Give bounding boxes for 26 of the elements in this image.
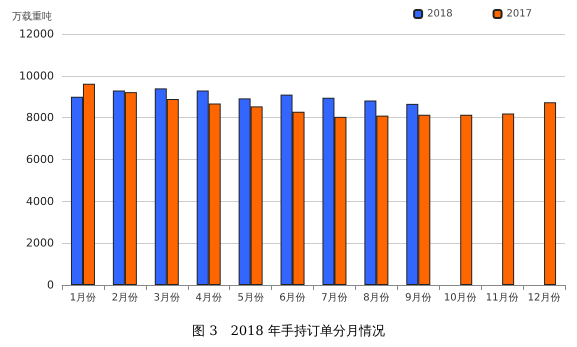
- bar: [544, 102, 556, 285]
- caption: 图 3 2018 年手持订单分月情况: [192, 324, 385, 339]
- x-tick-label: 12月份: [528, 292, 560, 304]
- bar: [502, 113, 514, 285]
- legend-label: 2018: [427, 8, 453, 20]
- y-tick-label: 8000: [26, 111, 54, 124]
- x-tick-label: 11月份: [486, 292, 518, 304]
- x-tick-label: 10月份: [444, 292, 477, 304]
- x-tick-label: 6月份: [279, 292, 306, 304]
- y-tick-label: 6000: [26, 153, 54, 166]
- y-tick-label: 12000: [19, 28, 54, 40]
- legend-label: 2017: [506, 8, 532, 20]
- x-tick-label: 8月份: [363, 292, 390, 304]
- x-tick-label: 9月份: [405, 292, 432, 304]
- x-tick-label: 4月份: [196, 292, 222, 304]
- x-tick-label: 2月份: [112, 292, 138, 304]
- y-tick-label: 2000: [26, 236, 54, 250]
- x-tick-label: 1月份: [70, 292, 96, 304]
- y-axis-title: 万载重吨: [12, 10, 52, 22]
- y-tick-label: 0: [47, 278, 54, 292]
- y-tick-label: 4000: [26, 194, 54, 208]
- bar: [460, 114, 472, 285]
- x-tick-label: 7月份: [321, 292, 348, 304]
- x-tick-label: 5月份: [237, 292, 264, 304]
- y-tick-label: 10000: [19, 69, 54, 82]
- x-tick-label: 3月份: [154, 292, 180, 304]
